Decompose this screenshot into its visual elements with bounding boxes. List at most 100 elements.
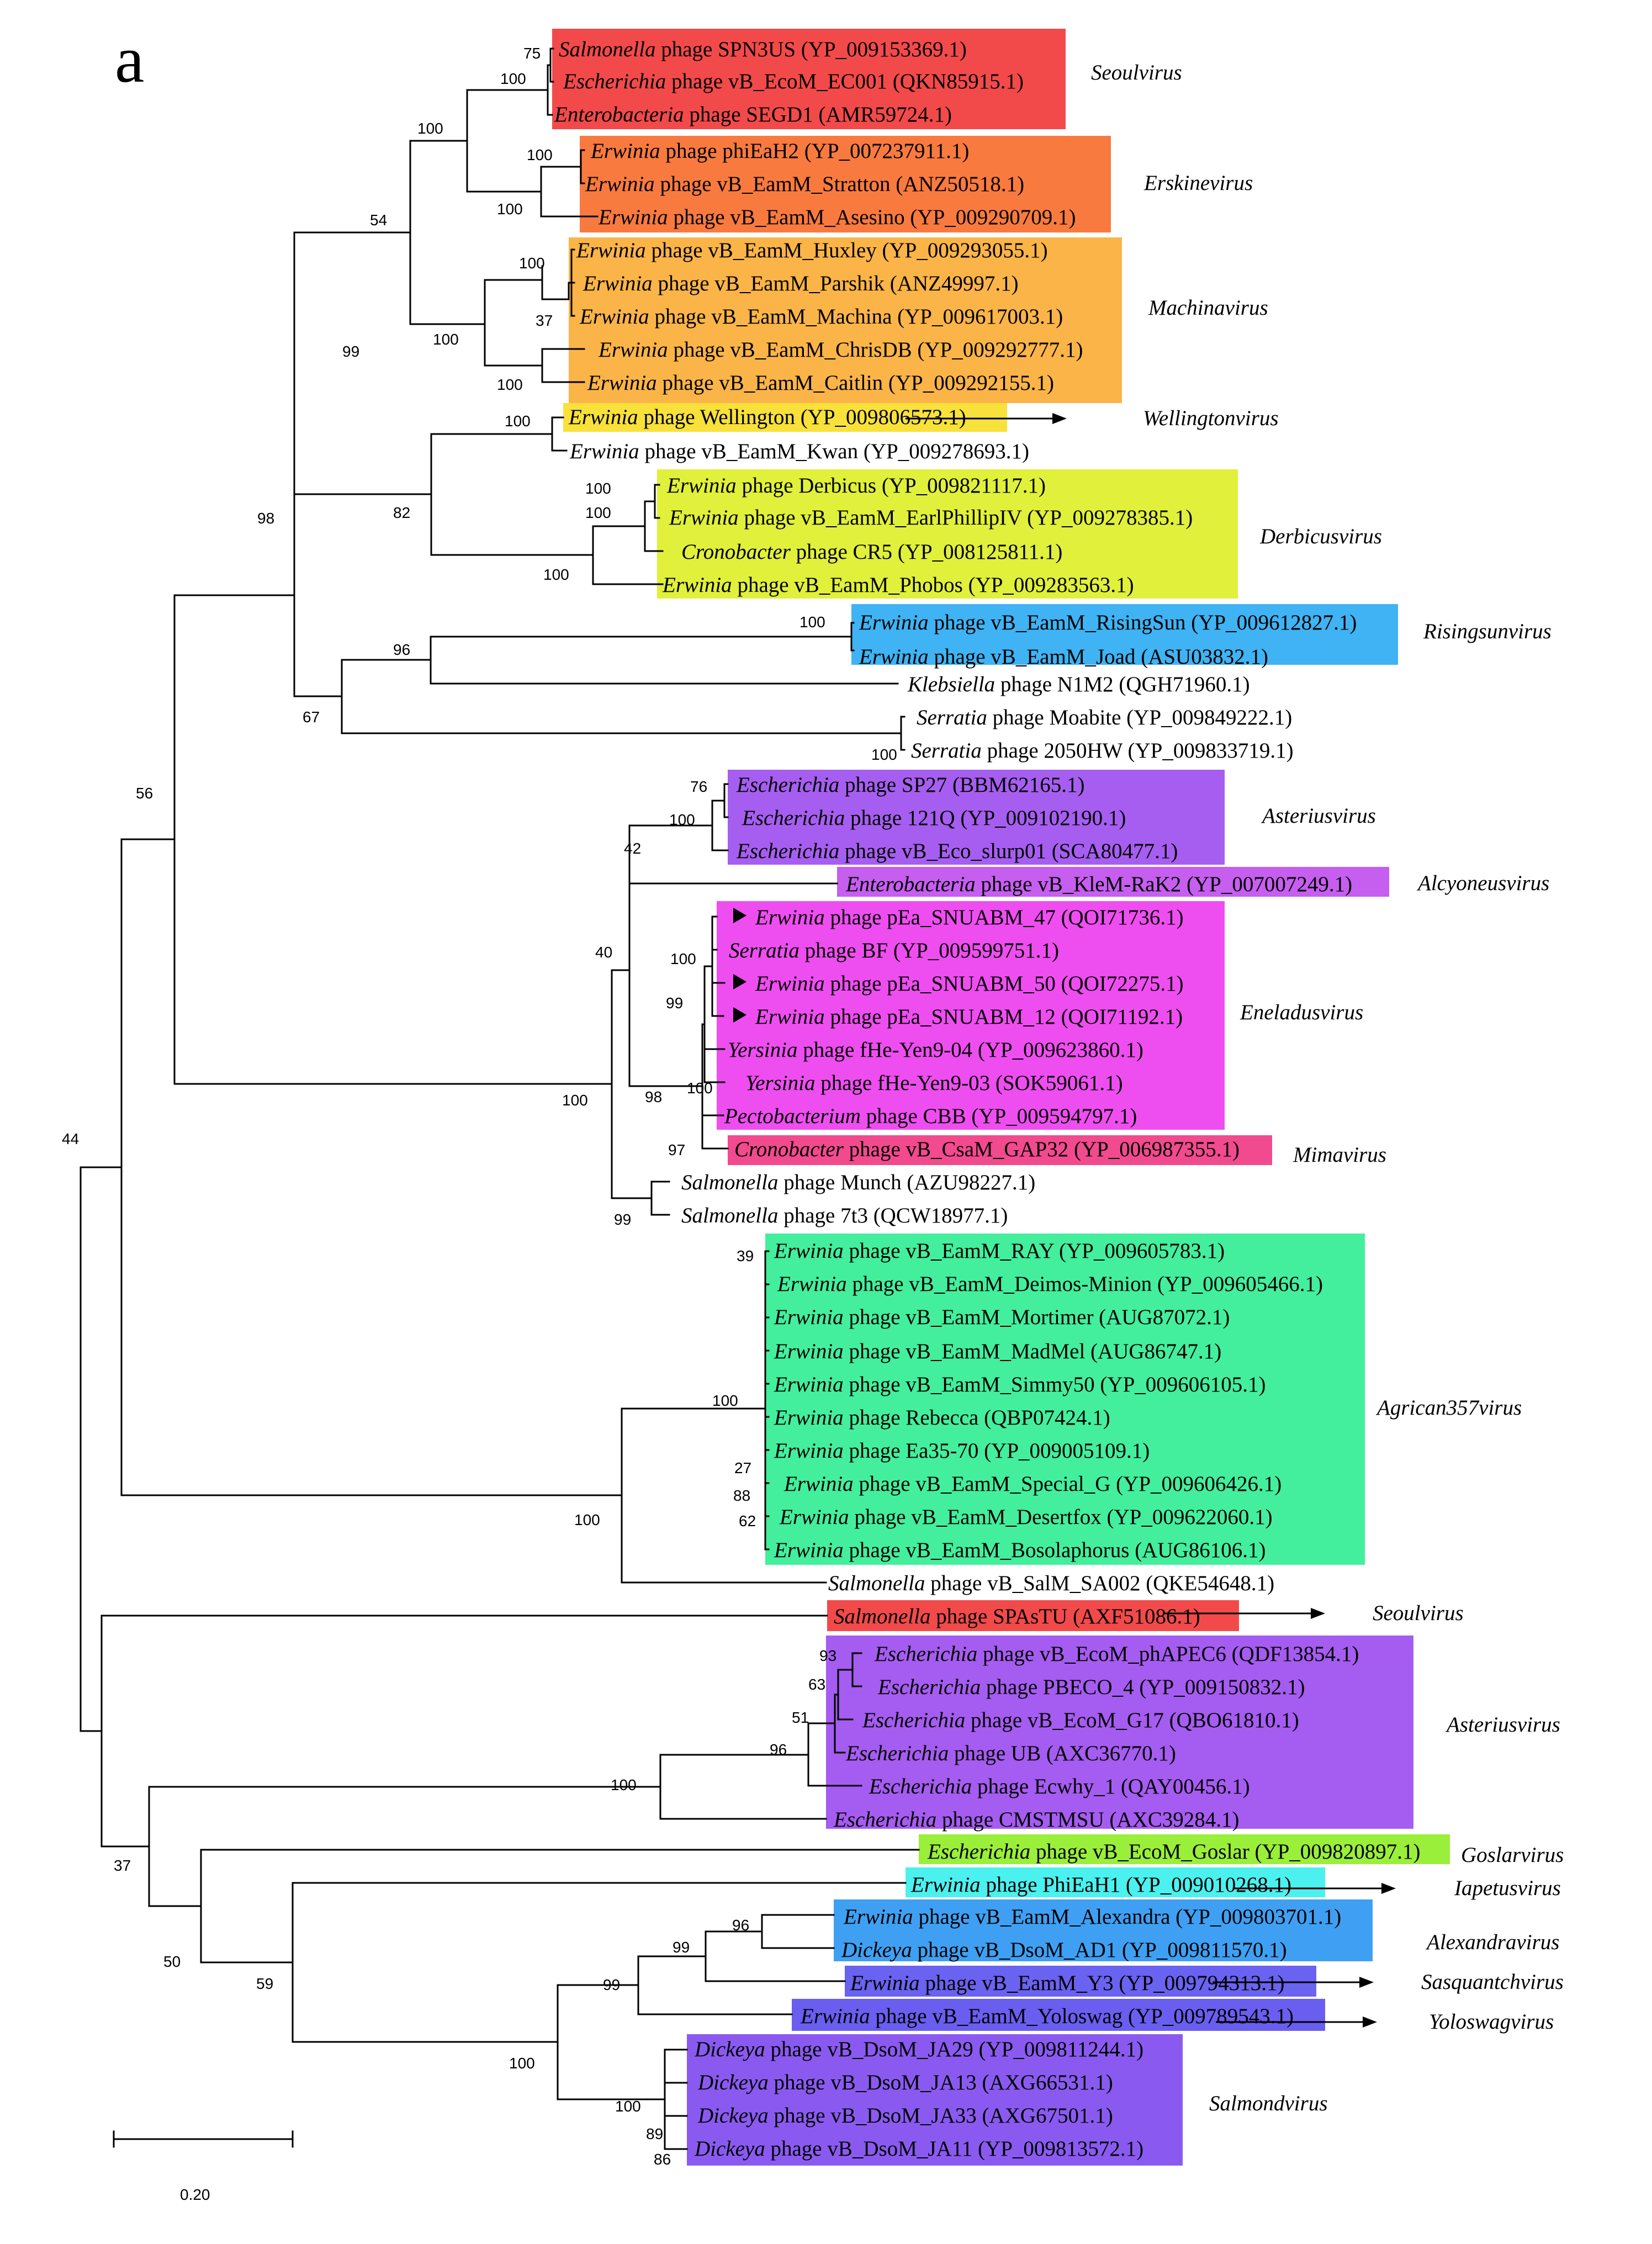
leaf-host-genus: Enterobacteria <box>845 872 976 896</box>
leaf-phage-name: phage Wellington (YP_009806573.1) <box>638 405 966 429</box>
leaf-label: Escherichia phage vB_EcoM_Goslar (YP_009… <box>927 1840 1421 1864</box>
leaf-host-genus: Erwinia <box>598 205 668 229</box>
bootstrap-value: 99 <box>673 1939 690 1956</box>
leaf-label: Salmonella phage vB_SalM_SA002 (QKE54648… <box>828 1571 1274 1595</box>
leaf-label: Erwinia phage vB_EamM_Joad (ASU03832.1) <box>859 645 1268 669</box>
triangle-marker-icon <box>733 1007 746 1023</box>
leaf-phage-name: phage vB_EcoM_phAPEC6 (QDF13854.1) <box>977 1642 1359 1666</box>
leaf-phage-name: phage vB_EcoM_G17 (QBO61810.1) <box>965 1708 1299 1732</box>
leaf-label: Yersinia phage fHe-Yen9-03 (SOK59061.1) <box>745 1071 1123 1095</box>
leaf-label: Erwinia phage pEa_SNUABM_47 (QOI71736.1) <box>755 906 1184 929</box>
leaf-host-genus: Dickeya <box>694 2137 765 2161</box>
bootstrap-value: 75 <box>523 45 541 62</box>
leaf-label: Erwinia phage vB_EamM_MadMel (AUG86747.1… <box>774 1340 1221 1363</box>
bootstrap-value: 100 <box>574 1511 600 1528</box>
leaf-label: Erwinia phage vB_EamM_Huxley (YP_0092930… <box>576 239 1048 262</box>
leaf-phage-name: phage vB_DsoM_AD1 (YP_009811570.1) <box>912 1938 1287 1962</box>
leaf-host-genus: Erwinia <box>585 172 655 196</box>
leaf-phage-name: phage vB_DsoM_JA11 (YP_009813572.1) <box>765 2137 1143 2161</box>
bootstrap-value: 100 <box>670 950 696 967</box>
leaf-phage-name: phage Derbicus (YP_009821117.1) <box>737 474 1046 498</box>
leaf-host-genus: Escherichia <box>862 1708 965 1732</box>
leaf-phage-name: phage SEGD1 (AMR59724.1) <box>684 103 952 126</box>
leaf-host-genus: Erwinia <box>587 371 657 395</box>
leaf-phage-name: phage CBB (YP_009594797.1) <box>861 1104 1137 1128</box>
leaf-phage-name: phage CR5 (YP_008125811.1) <box>791 540 1063 564</box>
arrow-head-icon <box>1381 1883 1396 1894</box>
leaf-phage-name: phage Ecwhy_1 (QAY00456.1) <box>972 1775 1249 1798</box>
leaf-label: Erwinia phage vB_EamM_RisingSun (YP_0096… <box>859 611 1357 634</box>
leaf-phage-name: phage vB_EamM_RAY (YP_009605783.1) <box>844 1239 1225 1263</box>
bootstrap-value: 56 <box>136 785 153 802</box>
bootstrap-value: 100 <box>497 200 523 218</box>
leaf-host-genus: Erwinia <box>774 1373 844 1396</box>
bootstrap-value: 100 <box>527 146 553 163</box>
bootstrap-value: 100 <box>615 2098 641 2115</box>
box-yoloswagvirus <box>792 1999 1325 2031</box>
leaf-label: Erwinia phage vB_EamM_Mortimer (AUG87072… <box>774 1305 1230 1329</box>
leaf-phage-name: phage SP27 (BBM62165.1) <box>839 773 1084 797</box>
leaf-phage-name: phage vB_CsaM_GAP32 (YP_006987355.1) <box>844 1137 1240 1161</box>
bootstrap-value: 99 <box>666 994 683 1012</box>
bootstrap-value: 100 <box>417 120 443 137</box>
leaf-host-genus: Erwinia <box>568 405 638 429</box>
leaf-phage-name: phage vB_EamM_Joad (ASU03832.1) <box>929 645 1268 669</box>
bootstrap-value: 42 <box>624 840 641 857</box>
leaf-label: Erwinia phage vB_EamM_Machina (YP_009617… <box>579 305 1063 329</box>
leaf-label: Erwinia phage vB_EamM_Asesino (YP_009290… <box>598 205 1076 229</box>
bootstrap-value: 37 <box>114 1857 131 1874</box>
leaf-label: Dickeya phage vB_DsoM_AD1 (YP_009811570.… <box>841 1938 1287 1962</box>
leaf-label: Erwinia phage Derbicus (YP_009821117.1) <box>666 474 1046 498</box>
genus-label: Derbicusvirus <box>1259 525 1382 548</box>
box-seoulvirus-2 <box>827 1600 1239 1631</box>
leaf-host-genus: Salmonella <box>834 1605 930 1628</box>
leaf-label: Erwinia phage phiEaH2 (YP_007237911.1) <box>590 139 969 163</box>
leaf-host-genus: Yersinia <box>745 1071 815 1095</box>
leaf-host-genus: Erwinia <box>569 440 639 463</box>
leaf-label: Salmonella phage 7t3 (QCW18977.1) <box>681 1204 1008 1227</box>
bootstrap-value: 99 <box>603 1976 620 1993</box>
leaf-host-genus: Cronobacter <box>734 1137 844 1161</box>
leaf-host-genus: Erwinia <box>590 139 660 163</box>
bootstrap-value: 100 <box>562 1092 588 1109</box>
leaf-phage-name: phage vB_EamM_Bosolaphorus (AUG86106.1) <box>844 1538 1266 1562</box>
arrow-head-icon <box>1359 1977 1374 1988</box>
bootstrap-value: 86 <box>654 2151 671 2168</box>
leaf-label: Escherichia phage SP27 (BBM62165.1) <box>736 773 1084 797</box>
leaf-phage-name: phage 121Q (YP_009102190.1) <box>845 806 1126 830</box>
box-wellingtonvirus <box>563 403 1007 432</box>
leaf-host-genus: Erwinia <box>774 1538 844 1562</box>
bootstrap-value: 98 <box>645 1088 662 1105</box>
leaf-phage-name: phage CMSTMSU (AXC39284.1) <box>936 1808 1239 1832</box>
bootstrap-value: 54 <box>370 211 387 229</box>
leaf-phage-name: phage vB_EamM_Parshik (ANZ49997.1) <box>653 272 1019 295</box>
leaf-label: Erwinia phage Wellington (YP_009806573.1… <box>568 405 966 429</box>
leaf-phage-name: phage pEa_SNUABM_50 (QOI72275.1) <box>825 972 1184 996</box>
leaf-label: Erwinia phage vB_EamM_Stratton (ANZ50518… <box>585 172 1024 196</box>
genus-label: Wellingtonvirus <box>1143 406 1279 430</box>
leaf-phage-name: phage PBECO_4 (YP_009150832.1) <box>981 1675 1305 1699</box>
genus-label: Eneladusvirus <box>1240 1001 1363 1024</box>
leaf-label: Dickeya phage vB_DsoM_JA33 (AXG67501.1) <box>697 2104 1113 2127</box>
leaf-label: Erwinia phage Rebecca (QBP07424.1) <box>774 1406 1110 1430</box>
leaf-phage-name: phage vB_SalM_SA002 (QKE54648.1) <box>925 1571 1274 1595</box>
bootstrap-value: 100 <box>585 480 611 497</box>
genus-label: Asteriusvirus <box>1261 804 1376 828</box>
leaf-phage-name: phage BF (YP_009599751.1) <box>799 939 1059 962</box>
leaf-host-genus: Erwinia <box>910 1873 981 1897</box>
bootstrap-value: 100 <box>611 1776 637 1793</box>
bootstrap-value: 100 <box>871 746 897 763</box>
bootstrap-value: 100 <box>497 376 523 393</box>
leaf-label: Dickeya phage vB_DsoM_JA13 (AXG66531.1) <box>697 2071 1113 2094</box>
leaf-host-genus: Escherichia <box>736 839 839 863</box>
leaf-host-genus: Escherichia <box>927 1840 1030 1864</box>
leaf-host-genus: Pectobacterium <box>724 1104 861 1128</box>
leaf-label: Erwinia phage PhiEaH1 (YP_009010268.1) <box>910 1873 1291 1897</box>
bootstrap-value: 100 <box>687 1079 713 1097</box>
leaf-host-genus: Serratia <box>917 706 987 729</box>
bootstrap-value: 76 <box>690 778 707 795</box>
bootstrap-value: 40 <box>595 944 612 961</box>
leaf-phage-name: phage vB_EamM_MadMel (AUG86747.1) <box>844 1340 1222 1363</box>
bootstrap-value: 27 <box>734 1459 751 1476</box>
genus-label: Risingsunvirus <box>1423 620 1552 643</box>
